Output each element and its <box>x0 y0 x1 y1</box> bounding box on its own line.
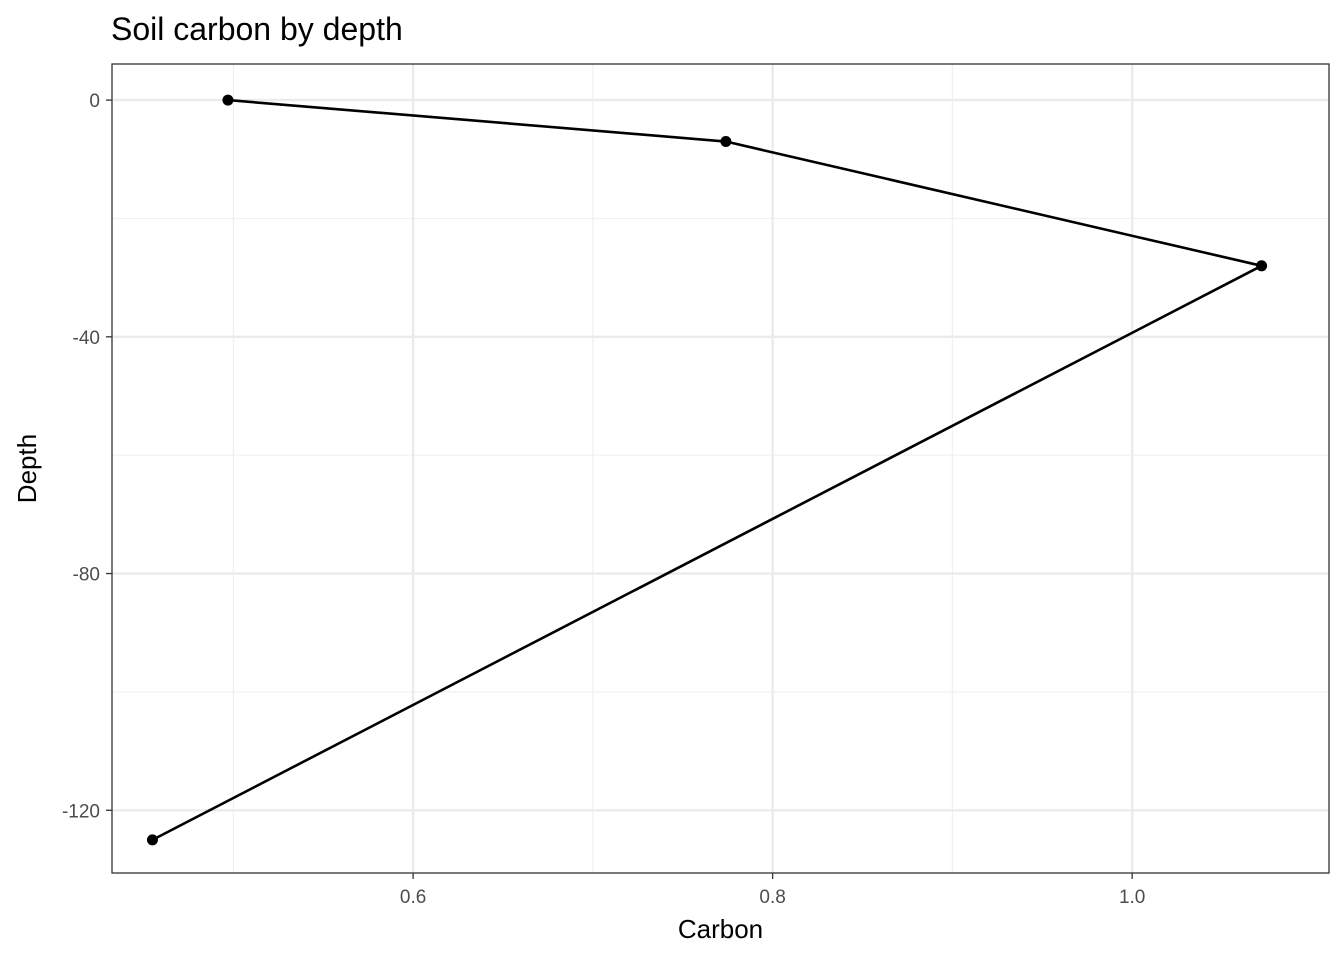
y-tick-label: -40 <box>73 328 100 349</box>
x-axis: 0.6 0.8 1.0 <box>400 873 1145 908</box>
x-axis-title: Carbon <box>678 914 763 944</box>
plot-panel <box>112 64 1329 873</box>
x-tick-label: 0.6 <box>400 887 426 908</box>
y-tick-label: -80 <box>73 565 100 586</box>
y-axis: 0 -40 -80 -120 <box>62 91 112 822</box>
major-gridlines <box>112 64 1329 873</box>
series-layer <box>146 94 1268 846</box>
minor-gridlines <box>112 64 1329 873</box>
data-point <box>720 136 732 148</box>
data-point <box>222 94 234 106</box>
y-tick-label: 0 <box>89 91 100 112</box>
series-line <box>151 98 1263 842</box>
chart-title: Soil carbon by depth <box>111 11 403 47</box>
y-axis-title: Depth <box>12 434 42 503</box>
data-point <box>1256 260 1268 272</box>
y-tick-label: -120 <box>62 801 100 822</box>
data-point <box>146 834 158 846</box>
plot-panel-border <box>111 63 1330 874</box>
x-tick-label: 0.8 <box>759 887 785 908</box>
x-tick-label: 1.0 <box>1119 887 1145 908</box>
